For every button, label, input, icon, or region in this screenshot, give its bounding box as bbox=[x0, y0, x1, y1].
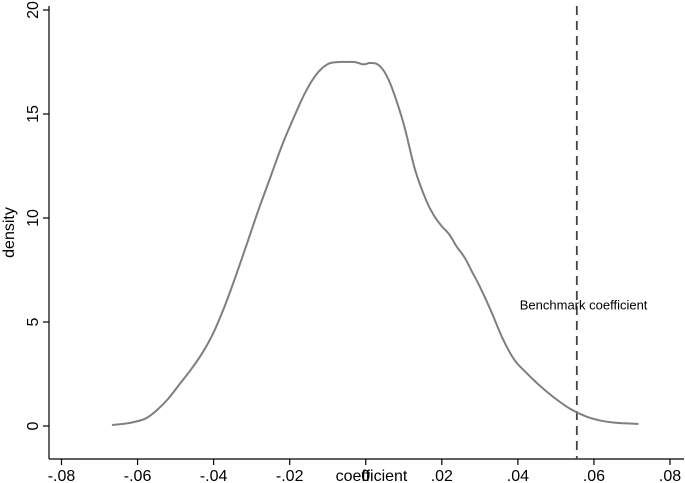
y-tick-label: 10 bbox=[25, 209, 42, 227]
x-tick-label: -.02 bbox=[276, 468, 304, 483]
y-tick-label: 20 bbox=[25, 1, 42, 19]
x-tick-label: -.04 bbox=[200, 468, 228, 483]
x-tick-label: 0 bbox=[361, 468, 370, 483]
density-curve bbox=[111, 60, 639, 426]
x-tick-label: .04 bbox=[507, 468, 529, 483]
y-tick-label: 0 bbox=[25, 421, 42, 430]
y-tick-label: 15 bbox=[25, 105, 42, 123]
x-axis-title: coefficient bbox=[336, 468, 408, 483]
x-tick-label: -.08 bbox=[48, 468, 76, 483]
x-tick-label: .08 bbox=[659, 468, 681, 483]
y-axis-title: density bbox=[1, 207, 18, 258]
axes: 0 5 10 15 20 -.08 -.06 -.04 -.02 0 .02 .04 .06 .08 bbox=[25, 1, 684, 483]
x-tick-label: .02 bbox=[431, 468, 453, 483]
annotation-group: Benchmark coefficient bbox=[520, 297, 648, 312]
x-tick-label: -.06 bbox=[124, 468, 152, 483]
series-group bbox=[111, 60, 639, 426]
y-tick-label: 5 bbox=[25, 317, 42, 326]
benchmark-annotation: Benchmark coefficient bbox=[520, 297, 648, 312]
x-tick-label: .06 bbox=[583, 468, 605, 483]
